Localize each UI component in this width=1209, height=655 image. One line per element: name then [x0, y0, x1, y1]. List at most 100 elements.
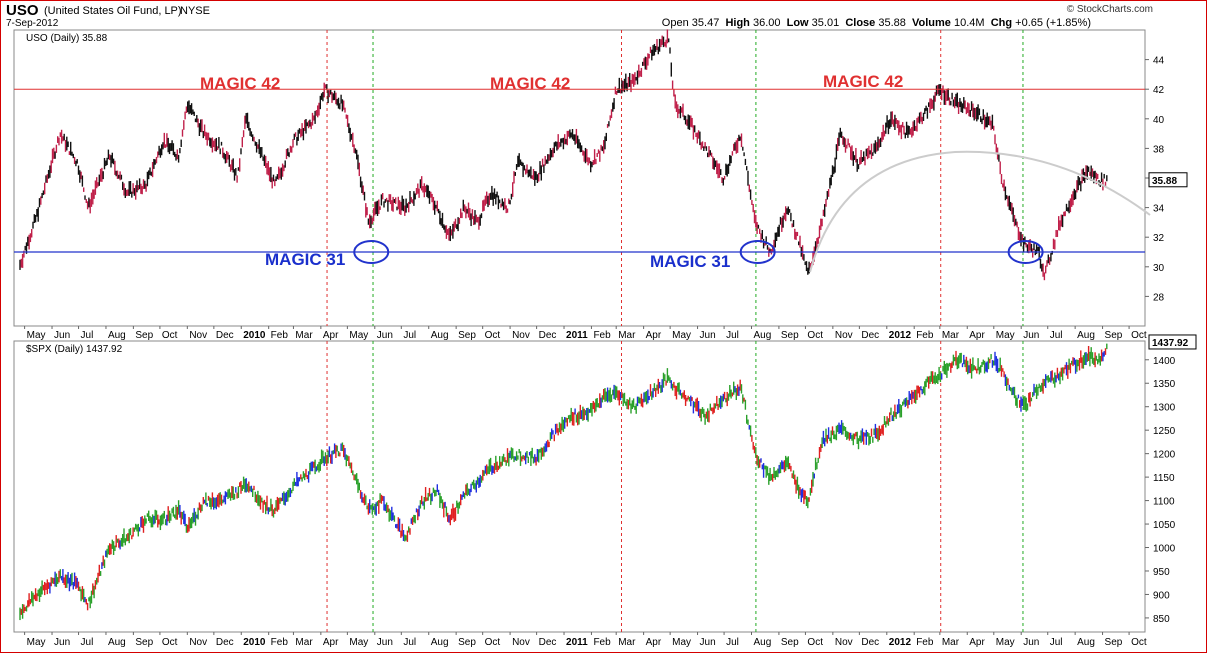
y-tick-label: 28 [1153, 292, 1165, 303]
high-value: 36.00 [752, 17, 781, 29]
x-tick-label: May [349, 637, 368, 648]
x-tick-label: Sep [135, 637, 153, 648]
y-tick-label: 32 [1153, 233, 1165, 244]
x-tick-label: Jun [54, 330, 70, 341]
x-tick-label: Aug [1077, 637, 1095, 648]
x-tick-label: Sep [1105, 330, 1123, 341]
last-value-tag-box [1148, 172, 1188, 188]
last-value-tag: 1437.92 [1152, 338, 1189, 349]
x-tick-label: 2011 [566, 330, 588, 341]
x-tick-label: Feb [916, 637, 934, 648]
x-tick-label: Apr [646, 637, 662, 648]
y-tick-label: 30 [1153, 263, 1165, 274]
y-tick-label: 42 [1153, 85, 1165, 96]
panel-title: USO (Daily) 35.88 [26, 33, 108, 44]
x-tick-label: Aug [753, 330, 771, 341]
y-tick-label: 1100 [1153, 497, 1175, 508]
x-tick-label: Nov [835, 637, 853, 648]
x-tick-label: Nov [189, 330, 207, 341]
x-tick-label: Aug [108, 637, 126, 648]
x-tick-label: 2012 [889, 637, 912, 648]
x-tick-label: Mar [618, 330, 636, 341]
x-tick-label: Aug [753, 637, 771, 648]
magic-31-circle [739, 240, 776, 264]
close-label: Close [845, 17, 876, 29]
x-tick-label: Dec [539, 637, 557, 648]
x-tick-label: Feb [916, 330, 934, 341]
x-tick-label: Jul [403, 637, 416, 648]
chg-label: Chg [990, 17, 1013, 29]
x-tick-label: Oct [162, 330, 178, 341]
x-tick-label: Jun [54, 637, 70, 648]
x-tick-label: Apr [969, 330, 985, 341]
x-tick-label: Feb [593, 330, 611, 341]
ohlc-readout: Open 35.47 High 36.00 Low 35.01 Close 35… [662, 17, 1091, 29]
x-tick-label: Oct [807, 637, 823, 648]
x-tick-label: 2010 [243, 637, 266, 648]
x-tick-label: Apr [646, 330, 662, 341]
x-tick-label: May [672, 330, 691, 341]
magic-31-circle [353, 240, 390, 264]
x-tick-label: May [27, 330, 46, 341]
magic-31-circle [1007, 240, 1044, 264]
x-tick-label: Feb [593, 637, 611, 648]
x-tick-label: Jun [700, 330, 716, 341]
x-tick-label: May [27, 637, 46, 648]
fund-name: (United States Oil Fund, LP) [44, 5, 182, 17]
x-tick-label: Jun [1023, 330, 1039, 341]
low-label: Low [786, 17, 809, 29]
x-tick-label: Sep [458, 637, 476, 648]
exchange-label: NYSE [180, 5, 210, 17]
x-tick-label: Dec [861, 637, 879, 648]
x-tick-label: Mar [295, 637, 313, 648]
high-label: High [725, 17, 750, 29]
y-tick-label: 1150 [1153, 473, 1175, 484]
x-tick-label: May [996, 330, 1015, 341]
x-tick-label: Apr [323, 330, 339, 341]
x-tick-label: Sep [781, 330, 799, 341]
x-tick-label: Aug [108, 330, 126, 341]
x-tick-label: Mar [942, 637, 960, 648]
y-tick-label: 1050 [1153, 520, 1176, 531]
x-tick-label: Feb [271, 637, 289, 648]
y-tick-label: 44 [1153, 56, 1165, 67]
x-tick-label: Jul [1050, 330, 1063, 341]
x-tick-label: Sep [135, 330, 153, 341]
x-tick-label: Dec [861, 330, 879, 341]
y-tick-label: 1250 [1153, 426, 1176, 437]
x-tick-label: Feb [271, 330, 289, 341]
x-tick-label: Sep [781, 637, 799, 648]
x-tick-label: Jun [377, 330, 393, 341]
x-tick-label: 2011 [566, 637, 588, 648]
y-tick-label: 1300 [1153, 403, 1176, 414]
y-tick-label: 40 [1153, 115, 1165, 126]
x-tick-label: Jul [81, 637, 94, 648]
x-tick-label: Oct [485, 637, 501, 648]
volume-label: Volume [912, 17, 951, 29]
x-tick-label: Oct [162, 637, 178, 648]
chg-value: +0.65 (+1.85%) [1015, 17, 1091, 29]
last-value-tag-box [1148, 334, 1197, 350]
x-tick-label: Jun [1023, 637, 1039, 648]
x-tick-label: Aug [1077, 330, 1095, 341]
magic-annotation: MAGIC 42 [200, 74, 280, 93]
x-tick-label: Mar [942, 330, 960, 341]
x-tick-label: Dec [539, 330, 557, 341]
y-tick-label: 38 [1153, 144, 1165, 155]
x-tick-label: Aug [431, 637, 449, 648]
x-tick-label: Jun [700, 637, 716, 648]
y-tick-label: 34 [1153, 204, 1165, 215]
x-tick-label: Apr [323, 637, 339, 648]
y-tick-label: 1000 [1153, 544, 1176, 555]
x-tick-label: Nov [512, 330, 530, 341]
x-tick-label: 2012 [889, 330, 912, 341]
magic-annotation: MAGIC 31 [265, 250, 345, 269]
x-tick-label: 2010 [243, 330, 266, 341]
y-tick-label: 1350 [1153, 379, 1176, 390]
x-tick-label: Apr [969, 637, 985, 648]
y-tick-label: 1200 [1153, 450, 1176, 461]
x-tick-label: Jul [726, 637, 739, 648]
x-tick-label: Jul [81, 330, 94, 341]
